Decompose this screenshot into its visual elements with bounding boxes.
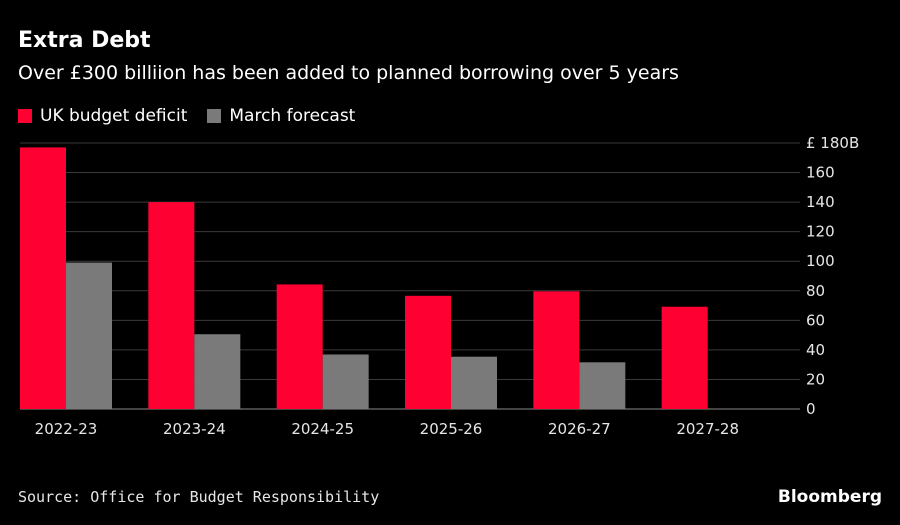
y-tick-label: 0 <box>806 400 816 418</box>
y-tick-label: 160 <box>806 164 835 182</box>
chart-title: Extra Debt <box>18 28 151 53</box>
y-tick-label: 100 <box>806 252 835 270</box>
bar-deficit-2023-24 <box>148 202 195 409</box>
y-tick-label: 140 <box>806 193 835 211</box>
bar-deficit-2026-27 <box>533 291 580 409</box>
bar-deficit-2027-28 <box>661 306 708 409</box>
y-tick-label: 60 <box>806 311 825 329</box>
y-tick-label: 40 <box>806 341 825 359</box>
bar-deficit-2025-26 <box>405 295 451 409</box>
x-tick-label: 2025-26 <box>420 420 483 438</box>
bar-forecast-2026-27 <box>579 362 626 409</box>
y-tick-label: 80 <box>806 282 825 300</box>
legend-label-forecast: March forecast <box>229 106 356 126</box>
x-tick-label: 2024-25 <box>291 420 354 438</box>
y-tick-label: £ 180B <box>806 134 859 152</box>
x-tick-label: 2027-28 <box>676 420 739 438</box>
bar-forecast-2024-25 <box>322 354 369 409</box>
bloomberg-logo: Bloomberg <box>777 487 882 507</box>
legend-item-forecast: March forecast <box>207 106 355 126</box>
legend-item-deficit: UK budget deficit <box>18 106 187 126</box>
x-tick-label: 2023-24 <box>163 420 226 438</box>
x-tick-label: 2026-27 <box>548 420 611 438</box>
y-tick-label: 120 <box>806 223 835 241</box>
legend-label-deficit: UK budget deficit <box>40 106 188 126</box>
bar-forecast-2022-23 <box>66 262 112 409</box>
y-tick-label: 20 <box>806 370 825 388</box>
chart-subtitle: Over £300 billiion has been added to pla… <box>18 62 679 84</box>
x-tick-label: 2022-23 <box>35 420 98 438</box>
source-note: Source: Office for Budget Responsibility <box>18 488 380 506</box>
legend-swatch-deficit <box>18 109 32 123</box>
bar-deficit-2024-25 <box>276 284 323 409</box>
bar-deficit-2022-23 <box>20 147 66 409</box>
bar-forecast-2025-26 <box>451 356 497 409</box>
legend: UK budget deficit March forecast <box>18 106 375 126</box>
bar-forecast-2023-24 <box>194 334 241 409</box>
legend-swatch-forecast <box>207 109 222 123</box>
